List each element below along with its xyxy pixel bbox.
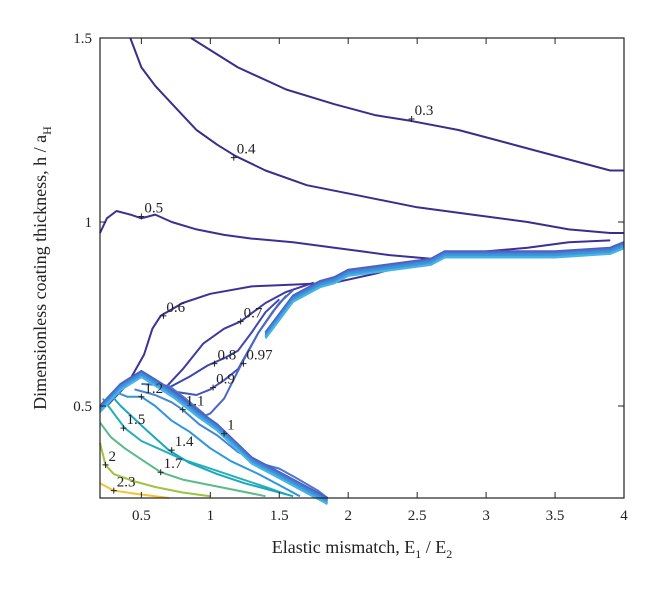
contour-label-0.97: 0.97: [246, 348, 273, 364]
x-tick-label: 3: [482, 508, 490, 524]
boundary-band-lower-stroke: [264, 243, 625, 336]
boundary-band-lower-stroke: [264, 242, 625, 335]
contour-label-marker: [102, 461, 109, 468]
x-tick-label: 4: [620, 508, 628, 524]
contour-label-2.3: 2.3: [117, 475, 136, 491]
boundary-band-lower-stroke: [264, 241, 625, 334]
contour-label-marker: [179, 406, 186, 413]
contour-label-0.8: 0.8: [217, 348, 236, 364]
x-tick-label: 3.5: [546, 508, 565, 524]
contour-label-1.1: 1.1: [186, 394, 205, 410]
contour-label-1.2: 1.2: [144, 381, 163, 397]
contour-label-marker: [210, 384, 217, 391]
boundary-band-lower-stroke: [264, 244, 625, 337]
y-tick-label: 0.5: [73, 399, 92, 415]
contour-label-marker: [211, 360, 218, 367]
contour-line-0.4: [129, 37, 624, 234]
contour-label-marker: [138, 213, 145, 220]
contour-label-marker: [110, 487, 117, 494]
x-axis-title: Elastic mismatch, E1 / E2: [272, 537, 452, 561]
contour-label-1.7: 1.7: [164, 456, 183, 472]
contour-label-marker: [160, 312, 167, 319]
contour-label-marker: [168, 447, 175, 454]
y-tick-label: 1: [85, 215, 93, 231]
contour-labels-group: 0.3 0.4 0.5 0.6 0.7 0.8 0.9 0.97 1 1.1 1.2 1.5 1.4 1.…: [102, 103, 434, 494]
contour-label-0.7: 0.7: [244, 305, 263, 321]
contour-label-marker: [237, 318, 244, 325]
contour-line-1.4: [110, 394, 294, 498]
contour-label-marker: [221, 430, 228, 437]
plot-area-frame: [99, 37, 625, 499]
boundary-band-lower-stroke: [264, 247, 625, 340]
boundary-band-group: [99, 241, 625, 505]
y-axis-title-main: Dimensionless coating thickness, h / a: [30, 135, 50, 410]
contour-line-0.7: [161, 281, 315, 392]
contour-line-1.2: [117, 392, 301, 498]
contour-label-0.3: 0.3: [415, 103, 434, 119]
contour-line-0.6: [106, 265, 404, 407]
contour-label-marker: [138, 393, 145, 400]
boundary-band-upper-stroke: [99, 375, 329, 505]
contour-label-0.9: 0.9: [216, 372, 235, 388]
x-axis-title-sub2: 2: [446, 547, 452, 561]
x-axis-title-main: Elastic mismatch, E: [272, 537, 415, 557]
contour-label-marker: [230, 154, 237, 161]
x-axis-title-mid: / E: [421, 537, 446, 557]
x-axis-title-sub1: 1: [415, 547, 421, 561]
contour-label-2: 2: [109, 449, 117, 465]
x-tick-label: 1: [207, 508, 215, 524]
x-tick-label: 0.5: [132, 508, 151, 524]
contour-label-marker: [240, 360, 247, 367]
contour-line-2.3: [99, 482, 170, 499]
contour-label-0.6: 0.6: [166, 300, 185, 316]
contour-label-0.5: 0.5: [144, 200, 163, 216]
axis-ticks-group: 0.5 1 1.5 2 2.5 3 3.5 4 0.5 1 1.5: [73, 31, 628, 524]
contour-line-0.3: [190, 37, 624, 172]
boundary-band-lower-stroke: [264, 245, 625, 338]
x-tick-label: 1.5: [270, 508, 289, 524]
x-tick-label: 2: [344, 508, 352, 524]
contour-label-1.5: 1.5: [126, 412, 145, 428]
contour-line-1.5: [101, 398, 287, 496]
y-tick-label: 1.5: [73, 31, 92, 47]
contour-label-marker: [157, 469, 164, 476]
y-axis-title: Dimensionless coating thickness, h / aH: [30, 126, 54, 410]
contour-label-marker: [408, 115, 415, 122]
contour-label-marker: [120, 425, 127, 432]
contour-label-0.4: 0.4: [237, 142, 256, 158]
contour-label-1.4: 1.4: [175, 434, 194, 450]
contour-line-0.8: [168, 298, 280, 389]
x-tick-label: 2.5: [408, 508, 427, 524]
contour-label-1: 1: [227, 418, 235, 434]
y-axis-title-sub: H: [40, 126, 54, 135]
